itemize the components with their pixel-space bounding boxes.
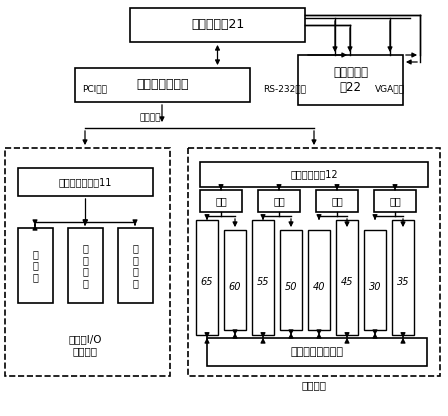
Bar <box>252 220 274 335</box>
Text: 40: 40 <box>313 282 325 292</box>
Text: RS-232接口: RS-232接口 <box>263 84 306 94</box>
Text: 65: 65 <box>201 277 213 287</box>
Bar <box>68 228 103 303</box>
Text: 嵌入式触摸
屏22: 嵌入式触摸 屏22 <box>333 66 368 94</box>
Bar <box>130 8 305 42</box>
Bar <box>374 190 416 212</box>
Text: 开关量控制板卡11: 开关量控制板卡11 <box>59 177 112 187</box>
Text: 30: 30 <box>369 282 381 292</box>
Text: 接
近
开
关: 接 近 开 关 <box>133 243 138 288</box>
Bar <box>18 228 53 303</box>
Text: 接口: 接口 <box>215 196 227 206</box>
Text: PCI总线: PCI总线 <box>82 84 108 94</box>
Text: 50: 50 <box>285 282 297 292</box>
Text: 接口: 接口 <box>389 196 401 206</box>
Bar <box>207 338 427 366</box>
Text: 滑块、刀梁、上模: 滑块、刀梁、上模 <box>290 347 344 357</box>
Bar <box>5 148 170 376</box>
Bar <box>316 190 358 212</box>
Bar <box>336 220 358 335</box>
Text: 35: 35 <box>397 277 409 287</box>
Text: VGA接口: VGA接口 <box>375 84 405 94</box>
Bar <box>118 228 153 303</box>
Bar <box>188 148 440 376</box>
Text: 55: 55 <box>257 277 269 287</box>
Bar <box>280 230 302 330</box>
Text: 接口: 接口 <box>273 196 285 206</box>
Text: 速度控制板卡12: 速度控制板卡12 <box>290 169 338 179</box>
Text: 滑块控制: 滑块控制 <box>302 380 327 390</box>
Text: 60: 60 <box>229 282 241 292</box>
Bar <box>224 230 246 330</box>
Text: 接口: 接口 <box>331 196 343 206</box>
Bar <box>258 190 300 212</box>
Bar <box>18 168 153 196</box>
Text: 45: 45 <box>341 277 353 287</box>
Text: 开关量I/O
设备控制: 开关量I/O 设备控制 <box>68 334 102 356</box>
Bar <box>308 230 330 330</box>
Bar <box>75 68 250 102</box>
Bar <box>196 220 218 335</box>
Text: 光纤环网: 光纤环网 <box>139 114 161 122</box>
Bar <box>200 190 242 212</box>
Bar <box>364 230 386 330</box>
Bar <box>298 55 403 105</box>
Text: 脚
踏
开
关: 脚 踏 开 关 <box>82 243 88 288</box>
Bar <box>200 162 428 187</box>
Text: 工控计算机21: 工控计算机21 <box>191 18 244 32</box>
Text: 指
示
灯: 指 示 灯 <box>33 249 39 282</box>
Bar <box>392 220 414 335</box>
Text: 光纤通信控制卡: 光纤通信控制卡 <box>136 79 189 92</box>
